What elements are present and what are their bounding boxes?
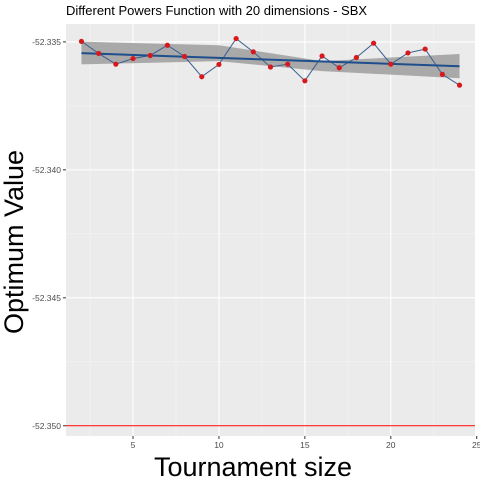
x-tick-label: 5 <box>131 440 136 450</box>
x-axis: 5 10 15 20 25 <box>131 436 480 450</box>
data-point <box>302 78 308 84</box>
data-point <box>422 46 428 52</box>
data-point <box>388 61 394 67</box>
fit-line <box>81 52 460 68</box>
y-tick-label: -52.345 <box>32 293 61 303</box>
x-tick-label: 25 <box>472 440 480 450</box>
x-tick-label: 20 <box>386 440 396 450</box>
data-point <box>78 38 85 45</box>
data-point <box>216 61 222 68</box>
data-point <box>130 55 136 62</box>
data-point <box>267 64 274 70</box>
data-point <box>456 82 463 88</box>
y-tick-label: -52.350 <box>32 421 61 431</box>
data-point <box>405 50 411 56</box>
y-axis-title: Optimum Value <box>0 150 29 334</box>
y-tick-label: -52.335 <box>32 37 61 47</box>
data-point <box>353 54 360 61</box>
plot-panel <box>66 24 475 436</box>
x-tick-label: 10 <box>214 440 224 450</box>
y-tick-label: -52.340 <box>32 165 61 175</box>
data-point <box>439 71 445 78</box>
x-tick-label: 15 <box>300 440 310 450</box>
data-point <box>285 61 291 67</box>
data-point <box>250 49 256 55</box>
data-point <box>113 61 119 67</box>
data-point <box>233 35 239 42</box>
data-point <box>199 74 205 80</box>
fit-line-segment <box>81 52 460 68</box>
data-point <box>181 53 188 60</box>
data-point <box>336 65 342 71</box>
data-point <box>164 42 170 48</box>
data-point <box>319 53 325 59</box>
y-axis: -52.350 -52.345 -52.340 -52.335 <box>32 37 66 431</box>
grid-minor <box>66 24 475 436</box>
data-point <box>96 50 102 57</box>
data-point <box>371 40 377 46</box>
data-points <box>78 35 463 88</box>
chart-title: Different Powers Function with 20 dimens… <box>66 3 367 18</box>
x-axis-title: Tournament size <box>154 452 352 480</box>
data-point <box>147 52 153 59</box>
